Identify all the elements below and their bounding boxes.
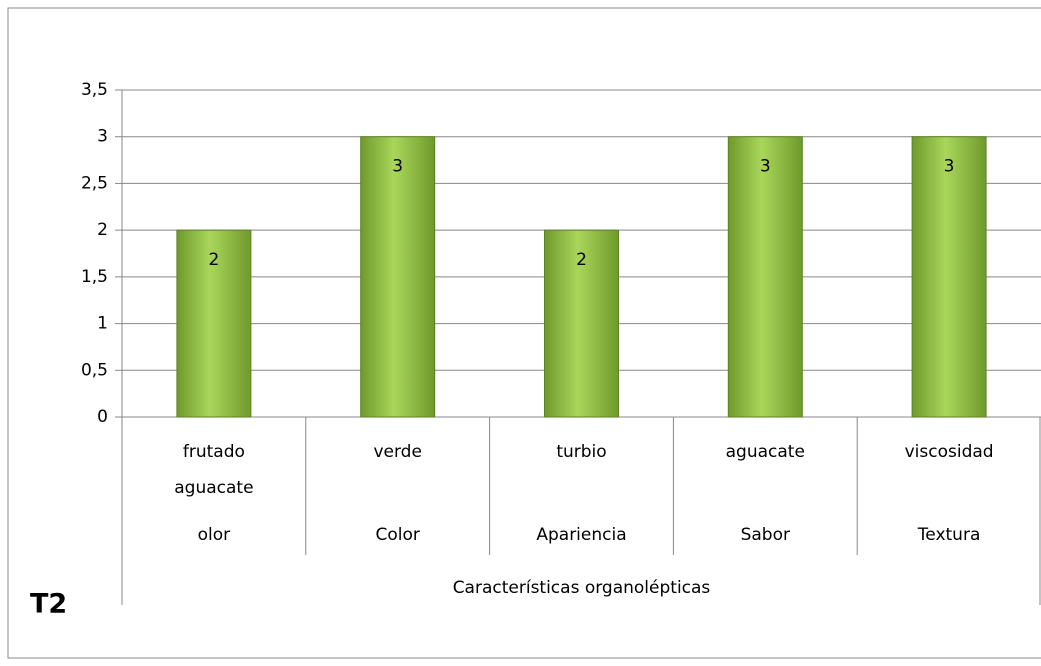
y-tick-label: 2	[97, 220, 108, 240]
data-label: 3	[392, 157, 403, 177]
data-label: 3	[760, 157, 771, 177]
y-tick-label: 1,5	[81, 267, 108, 287]
data-label: 2	[208, 250, 219, 270]
bar	[176, 229, 252, 418]
y-tick-label: 3	[97, 127, 108, 147]
x-tick-label: aguacate	[725, 442, 805, 462]
x-axis-label: Características organolépticas	[452, 578, 711, 598]
bar	[544, 229, 619, 418]
y-tick-label: 2,5	[81, 173, 108, 193]
x-tick-label: frutado aguacate	[174, 442, 254, 498]
annotation: T2	[30, 589, 67, 620]
x-tick-label: turbio	[556, 442, 607, 462]
group-label: Color	[375, 525, 420, 545]
group-label: Sabor	[740, 525, 790, 545]
bar	[727, 136, 803, 418]
bar	[360, 136, 436, 418]
y-tick-label: 3,5	[81, 80, 108, 100]
y-tick-label: 0	[97, 407, 108, 427]
chart-frame	[7, 7, 1041, 659]
x-tick-label: verde	[373, 442, 422, 462]
data-label: 2	[576, 250, 587, 270]
x-tick-label: viscosidad	[904, 442, 994, 462]
y-tick-label: 1	[97, 314, 108, 334]
group-label: Textura	[917, 525, 981, 545]
y-tick-label: 0,5	[81, 360, 108, 380]
group-label: olor	[197, 525, 231, 545]
group-label: Apariencia	[536, 525, 627, 545]
bar	[911, 136, 987, 418]
data-label: 3	[944, 157, 955, 177]
